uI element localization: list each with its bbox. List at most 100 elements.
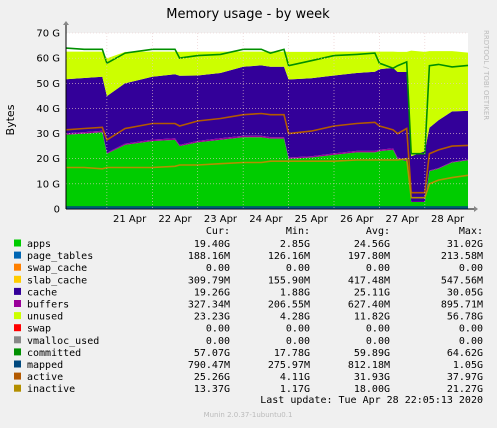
y-axis-label: Bytes	[4, 104, 17, 135]
legend-value: 275.97M	[268, 360, 310, 371]
legend-swatch-slab_cache	[14, 275, 21, 283]
legend-swatch-buffers	[14, 300, 21, 307]
legend-value: 812.18M	[348, 360, 390, 371]
legend-value: 0.00	[286, 263, 310, 274]
legend-value: 0.00	[366, 324, 390, 335]
legend-value: 327.34M	[188, 300, 230, 311]
legend-swatch-inactive	[14, 384, 21, 392]
legend-value: 21.27G	[447, 384, 483, 395]
legend-value: 0.00	[459, 324, 483, 335]
legend-swatch-apps	[14, 239, 21, 247]
legend-swatch-cache	[14, 287, 21, 295]
legend-value: 2.85G	[280, 239, 310, 250]
legend-value: 59.89G	[354, 348, 390, 359]
x-tick-label: 28 Apr	[431, 214, 465, 225]
legend-value: 19.40G	[194, 239, 230, 250]
x-tick-label: 24 Apr	[249, 214, 283, 225]
legend-value: 206.55M	[268, 300, 310, 311]
legend-label-buffers: buffers	[27, 300, 69, 311]
legend-value: 309.79M	[188, 275, 230, 286]
legend-value: 0.00	[366, 263, 390, 274]
x-tick-label: 26 Apr	[340, 214, 374, 225]
legend-value: 0.00	[206, 263, 230, 274]
last-update: Last update: Tue Apr 28 22:05:13 2020	[260, 395, 483, 406]
x-tick-label: 21 Apr	[113, 214, 147, 225]
legend-value: 30.05G	[447, 287, 483, 298]
legend-swatch-vmalloc_used	[14, 336, 21, 344]
legend-label-vmalloc_used: vmalloc_used	[27, 336, 99, 347]
y-tick-label: 40 G	[36, 104, 60, 115]
legend-header: Avg:	[366, 226, 390, 237]
y-tick-label: 50 G	[36, 79, 60, 90]
legend-value: 155.90M	[268, 275, 310, 286]
legend-value: 17.78G	[274, 348, 310, 359]
x-tick-label: 23 Apr	[204, 214, 238, 225]
legend-value: 18.00G	[354, 384, 390, 395]
legend-label-apps: apps	[27, 239, 51, 250]
x-axis-arrow	[474, 206, 478, 212]
x-tick-label: 25 Apr	[295, 214, 329, 225]
legend-value: 0.00	[286, 324, 310, 335]
x-tick-label: 22 Apr	[158, 214, 192, 225]
y-tick-label: 10 G	[36, 179, 60, 190]
y-tick-label: 60 G	[36, 54, 60, 65]
line-inactive	[66, 157, 469, 199]
y-tick-label: 0	[54, 205, 60, 216]
legend-value: 31.02G	[447, 239, 483, 250]
y-tick-label: 20 G	[36, 154, 60, 165]
area-apps	[66, 132, 468, 209]
legend-value: 4.11G	[280, 372, 310, 383]
legend-value: 37.97G	[447, 372, 483, 383]
x-tick-label: 27 Apr	[386, 214, 420, 225]
y-tick-label: 30 G	[36, 129, 60, 140]
legend: Cur: Min: Avg: Max: apps 19.40G 2.85G 24.56G 31.…	[14, 226, 483, 395]
legend-header: Cur:	[206, 226, 230, 237]
axes: 0 10 G 20 G 30 G 40 G 50 G 60 G 70 G 21 Apr 22 Ap…	[36, 21, 478, 225]
legend-value: 0.00	[459, 336, 483, 347]
legend-swatch-active	[14, 372, 21, 380]
legend-label-page_tables: page_tables	[27, 251, 93, 262]
plot-area	[65, 47, 469, 210]
rrdtool-credit: RRDTOOL / TOBI OETIKER	[482, 30, 490, 120]
legend-value: 197.80M	[348, 251, 390, 262]
y-tick-label: 70 G	[36, 29, 60, 40]
legend-label-inactive: inactive	[27, 384, 75, 395]
legend-label-cache: cache	[27, 287, 57, 298]
legend-value: 31.93G	[354, 372, 390, 383]
legend-label-swap_cache: swap_cache	[27, 263, 87, 274]
legend-swatch-committed	[14, 348, 21, 356]
legend-label-mapped: mapped	[27, 360, 63, 371]
line-committed	[65, 47, 469, 155]
legend-value: 13.37G	[194, 384, 230, 395]
legend-value: 64.62G	[447, 348, 483, 359]
legend-value: 1.05G	[453, 360, 483, 371]
legend-value: 19.26G	[194, 287, 230, 298]
legend-value: 24.56G	[354, 239, 390, 250]
legend-label-swap: swap	[27, 324, 51, 335]
legend-value: 23.23G	[194, 312, 230, 323]
legend-value: 25.26G	[194, 372, 230, 383]
legend-value: 213.58M	[441, 251, 483, 262]
legend-swatch-swap	[14, 324, 21, 332]
legend-value: 627.40M	[348, 300, 390, 311]
legend-header: Max:	[459, 226, 483, 237]
legend-value: 0.00	[459, 263, 483, 274]
legend-value: 790.47M	[188, 360, 230, 371]
chart-title: Memory usage - by week	[166, 7, 330, 22]
legend-value: 417.48M	[348, 275, 390, 286]
legend-value: 126.16M	[268, 251, 310, 262]
legend-value: 11.82G	[354, 312, 390, 323]
legend-value: 25.11G	[354, 287, 390, 298]
legend-label-active: active	[27, 372, 63, 383]
legend-label-unused: unused	[27, 312, 63, 323]
legend-value: 188.16M	[188, 251, 230, 262]
legend-label-committed: committed	[27, 348, 81, 359]
legend-header: Min:	[286, 226, 310, 237]
y-axis-arrow	[63, 21, 69, 25]
legend-swatch-page_tables	[14, 251, 21, 259]
legend-value: 56.78G	[447, 312, 483, 323]
legend-value: 0.00	[206, 324, 230, 335]
legend-value: 0.00	[206, 336, 230, 347]
